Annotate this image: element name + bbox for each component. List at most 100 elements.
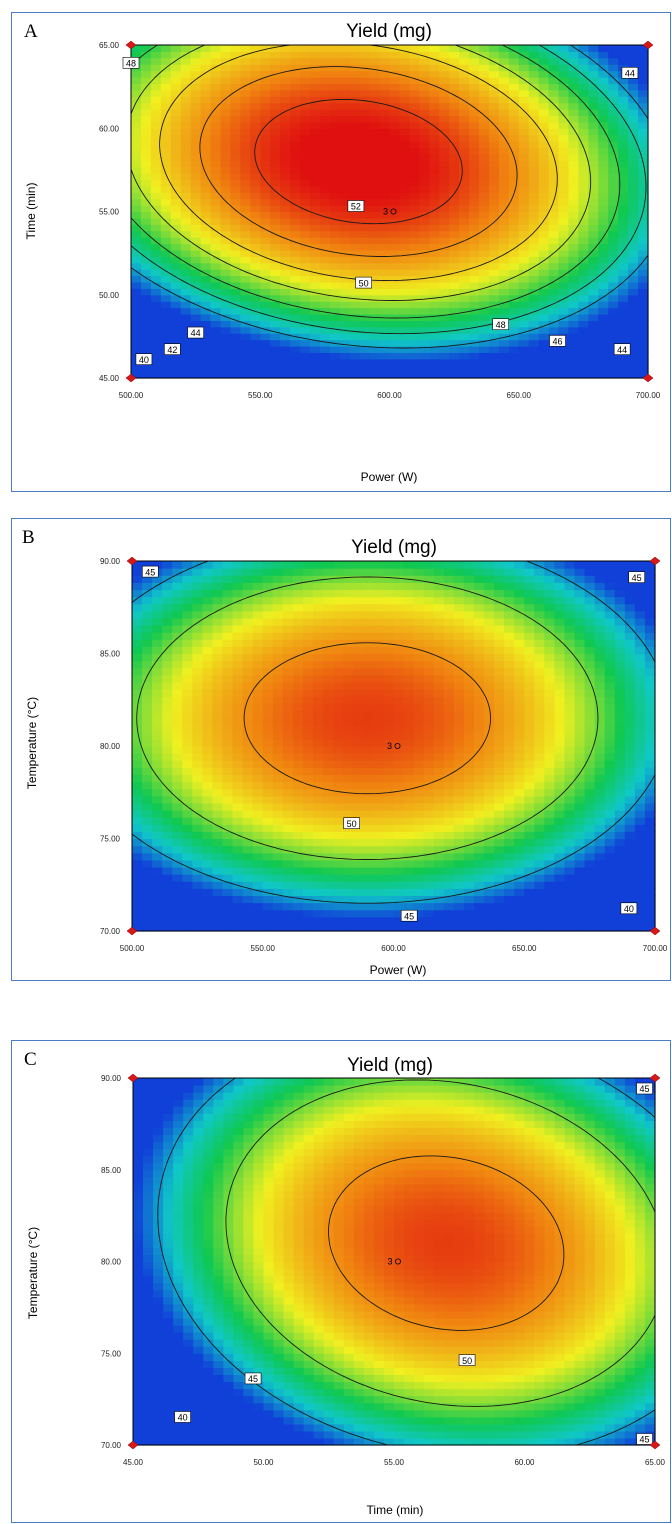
heatmap-cell [333, 802, 344, 811]
heatmap-cell [162, 802, 173, 811]
heatmap-cell [202, 717, 214, 726]
heatmap-cell [302, 888, 314, 897]
heatmap-cell [162, 660, 173, 669]
heatmap-cell [230, 102, 241, 110]
heatmap-cell [389, 345, 401, 353]
heatmap-cell [132, 831, 143, 840]
heatmap-cell [409, 51, 420, 59]
heatmap-cell [240, 179, 251, 187]
heatmap-cell [498, 243, 510, 251]
heatmap-cell [250, 45, 261, 52]
heatmap-cell [230, 153, 241, 161]
heatmap-cell [363, 824, 374, 832]
heatmap-cell [309, 45, 321, 52]
heatmap-cell [393, 561, 405, 569]
heatmap-cell [363, 753, 374, 761]
heatmap-cell [578, 269, 589, 277]
heatmap-cell [393, 781, 405, 790]
heatmap-cell [484, 753, 495, 761]
heatmap-cell [333, 760, 344, 768]
heatmap-cell [399, 269, 410, 277]
heatmap-cell [319, 51, 331, 59]
heatmap-cell [182, 575, 193, 583]
heatmap-cell [353, 596, 364, 605]
heatmap-cell [399, 134, 410, 142]
heatmap-cell [369, 51, 381, 59]
heatmap-cell [240, 64, 251, 72]
heatmap-cell [469, 115, 480, 123]
heatmap-cell [252, 767, 264, 776]
heatmap-cell [349, 51, 361, 59]
heatmap-cell [192, 710, 204, 719]
heatmap-cell [484, 660, 495, 669]
heatmap-cell [242, 575, 254, 583]
heatmap-cell [250, 77, 261, 85]
heatmap-cell [379, 77, 391, 85]
heatmap-cell [504, 909, 515, 918]
heatmap-cell [252, 802, 264, 811]
heatmap-cell [628, 166, 639, 174]
heatmap-cell [578, 96, 589, 104]
heatmap-cell [333, 831, 344, 840]
heatmap-cell [262, 646, 274, 655]
heatmap-cell [359, 262, 371, 270]
heatmap-cell [363, 696, 374, 704]
heatmap-cell [200, 230, 212, 238]
heatmap-cell [302, 881, 314, 889]
heatmap-cell [544, 746, 556, 754]
heatmap-cell [409, 153, 420, 161]
heatmap-cell [260, 141, 271, 149]
heatmap-cell [292, 625, 304, 633]
heatmap-cell [494, 767, 505, 776]
heatmap-cell [528, 371, 540, 379]
heatmap-cell [292, 881, 304, 889]
heatmap-cell [170, 115, 182, 123]
heatmap-cell [353, 881, 364, 889]
heatmap-cell [339, 320, 351, 328]
heatmap-cell [222, 881, 234, 889]
heatmap-cell [478, 121, 490, 129]
heatmap-cell [290, 185, 301, 193]
heatmap-cell [393, 895, 405, 904]
heatmap-cell [534, 845, 545, 854]
heatmap-cell [463, 845, 475, 854]
heatmap-cell [270, 57, 281, 65]
heatmap-cell [433, 625, 445, 633]
heatmap-cell [383, 774, 395, 783]
heatmap-cell [433, 689, 445, 697]
heatmap-cell [200, 339, 212, 347]
heatmap-cell [262, 710, 274, 719]
heatmap-cell [212, 660, 224, 669]
heatmap-cell [242, 596, 254, 605]
heatmap-cell [389, 173, 401, 181]
heatmap-cell [313, 788, 324, 797]
heatmap-cell [544, 859, 556, 868]
heatmap-cell [504, 923, 515, 932]
heatmap-cell [349, 57, 361, 65]
heatmap-cell [449, 147, 460, 155]
heatmap-cell [524, 617, 535, 626]
heatmap-cell [180, 121, 192, 129]
heatmap-cell [222, 689, 234, 697]
heatmap-cell [498, 256, 510, 264]
heatmap-cell [419, 64, 430, 72]
heatmap-cell [363, 681, 374, 690]
heatmap-cell [504, 561, 515, 569]
heatmap-cell [413, 625, 425, 633]
heatmap-cell [240, 205, 251, 213]
heatmap-cell [459, 262, 470, 270]
heatmap-cell [439, 160, 450, 168]
heatmap-cell [518, 294, 530, 302]
heatmap-cell [478, 230, 490, 238]
heatmap-cell [433, 781, 445, 790]
heatmap-cell [459, 339, 470, 347]
heatmap-cell [439, 83, 450, 91]
heatmap-cell [202, 866, 214, 875]
heatmap-cell [628, 288, 639, 296]
heatmap-cell [548, 166, 560, 174]
heatmap-cell [399, 70, 410, 78]
heatmap-cell [363, 874, 374, 882]
heatmap-cell [638, 115, 649, 123]
heatmap-cell [459, 115, 470, 123]
heatmap-cell [403, 795, 415, 804]
